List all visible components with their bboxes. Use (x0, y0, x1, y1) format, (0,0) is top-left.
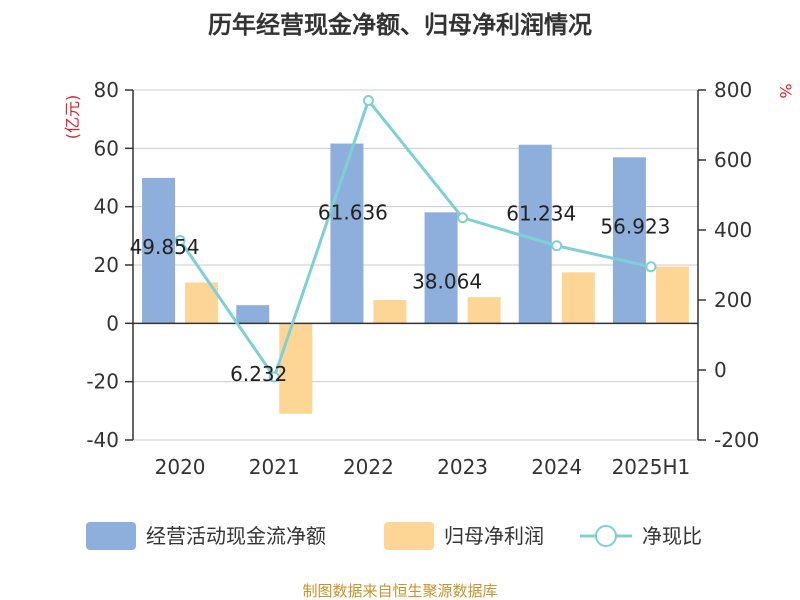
right-tick-label: 400 (714, 218, 752, 242)
data-labels: 49.854 6.232 61.636 38.064 61.234 56.923 (130, 201, 671, 387)
cashflow-data-label: 49.854 (130, 235, 200, 259)
ratio-point (174, 235, 186, 246)
net-profit-bar (655, 266, 689, 324)
ratio-point (551, 240, 563, 252)
legend-label-cashflow: 经营活动现金流净额 (146, 524, 326, 548)
left-axis-unit: (亿元) (63, 95, 82, 140)
ratio-point (457, 212, 469, 224)
cashflow-data-label: 61.636 (318, 201, 388, 225)
ratio-line (174, 95, 657, 383)
net-profit-bar (373, 300, 407, 324)
x-tick-label: 2023 (437, 455, 488, 479)
cashflow-data-label: 38.064 (412, 269, 482, 293)
net-profit-bar (279, 323, 313, 414)
x-tick-label: 2020 (155, 455, 206, 479)
ratio-line-path (178, 97, 652, 381)
right-tick-label: 600 (714, 148, 752, 172)
legend-label-ratio: 净现比 (642, 524, 702, 548)
cashflow-data-label: 56.923 (600, 214, 670, 238)
source-note: 制图数据来自恒生聚源数据库 (302, 582, 497, 600)
legend-swatch-cashflow (86, 522, 136, 550)
net-profit-bar (561, 272, 595, 324)
x-tick-label: 2025H1 (612, 455, 691, 479)
right-tick-label: 0 (714, 358, 727, 382)
cashflow-data-label: 61.234 (506, 202, 576, 226)
right-tick-label: 200 (714, 288, 752, 312)
right-axis-unit: % (776, 83, 795, 98)
bars (142, 143, 689, 414)
legend-swatch-net-profit (384, 522, 434, 550)
ratio-point (645, 261, 657, 273)
left-tick-label: -40 (86, 428, 119, 452)
left-tick-label: 0 (106, 311, 119, 335)
cashflow-bar (236, 305, 270, 324)
right-tick-label: -200 (714, 428, 759, 452)
left-tick-label: 20 (94, 253, 119, 277)
x-tick-label: 2022 (343, 455, 394, 479)
left-tick-label: 40 (94, 195, 119, 219)
left-tick-label: -20 (86, 370, 119, 394)
chart-title: 历年经营现金净额、归母净利润情况 (208, 11, 592, 39)
cashflow-data-label: 6.232 (230, 362, 287, 386)
x-tick-label: 2024 (531, 455, 582, 479)
left-tick-label: 60 (94, 136, 119, 160)
legend-label-net-profit: 归母净利润 (444, 524, 544, 548)
net-profit-bar (467, 297, 501, 324)
ratio-point (268, 371, 280, 383)
cashflow-bar (424, 212, 458, 324)
cashflow-bar (142, 177, 176, 324)
x-tick-label: 2021 (249, 455, 300, 479)
cashflow-bar (518, 144, 552, 324)
cashflow-bar (612, 157, 646, 324)
ratio-point (362, 95, 374, 106)
cashflow-bar (330, 143, 364, 324)
legend: 经营活动现金流净额 归母净利润 净现比 (86, 522, 702, 550)
legend-swatch-ratio-marker (595, 525, 617, 547)
right-tick-label: 800 (714, 78, 752, 102)
left-tick-label: 80 (94, 78, 119, 102)
